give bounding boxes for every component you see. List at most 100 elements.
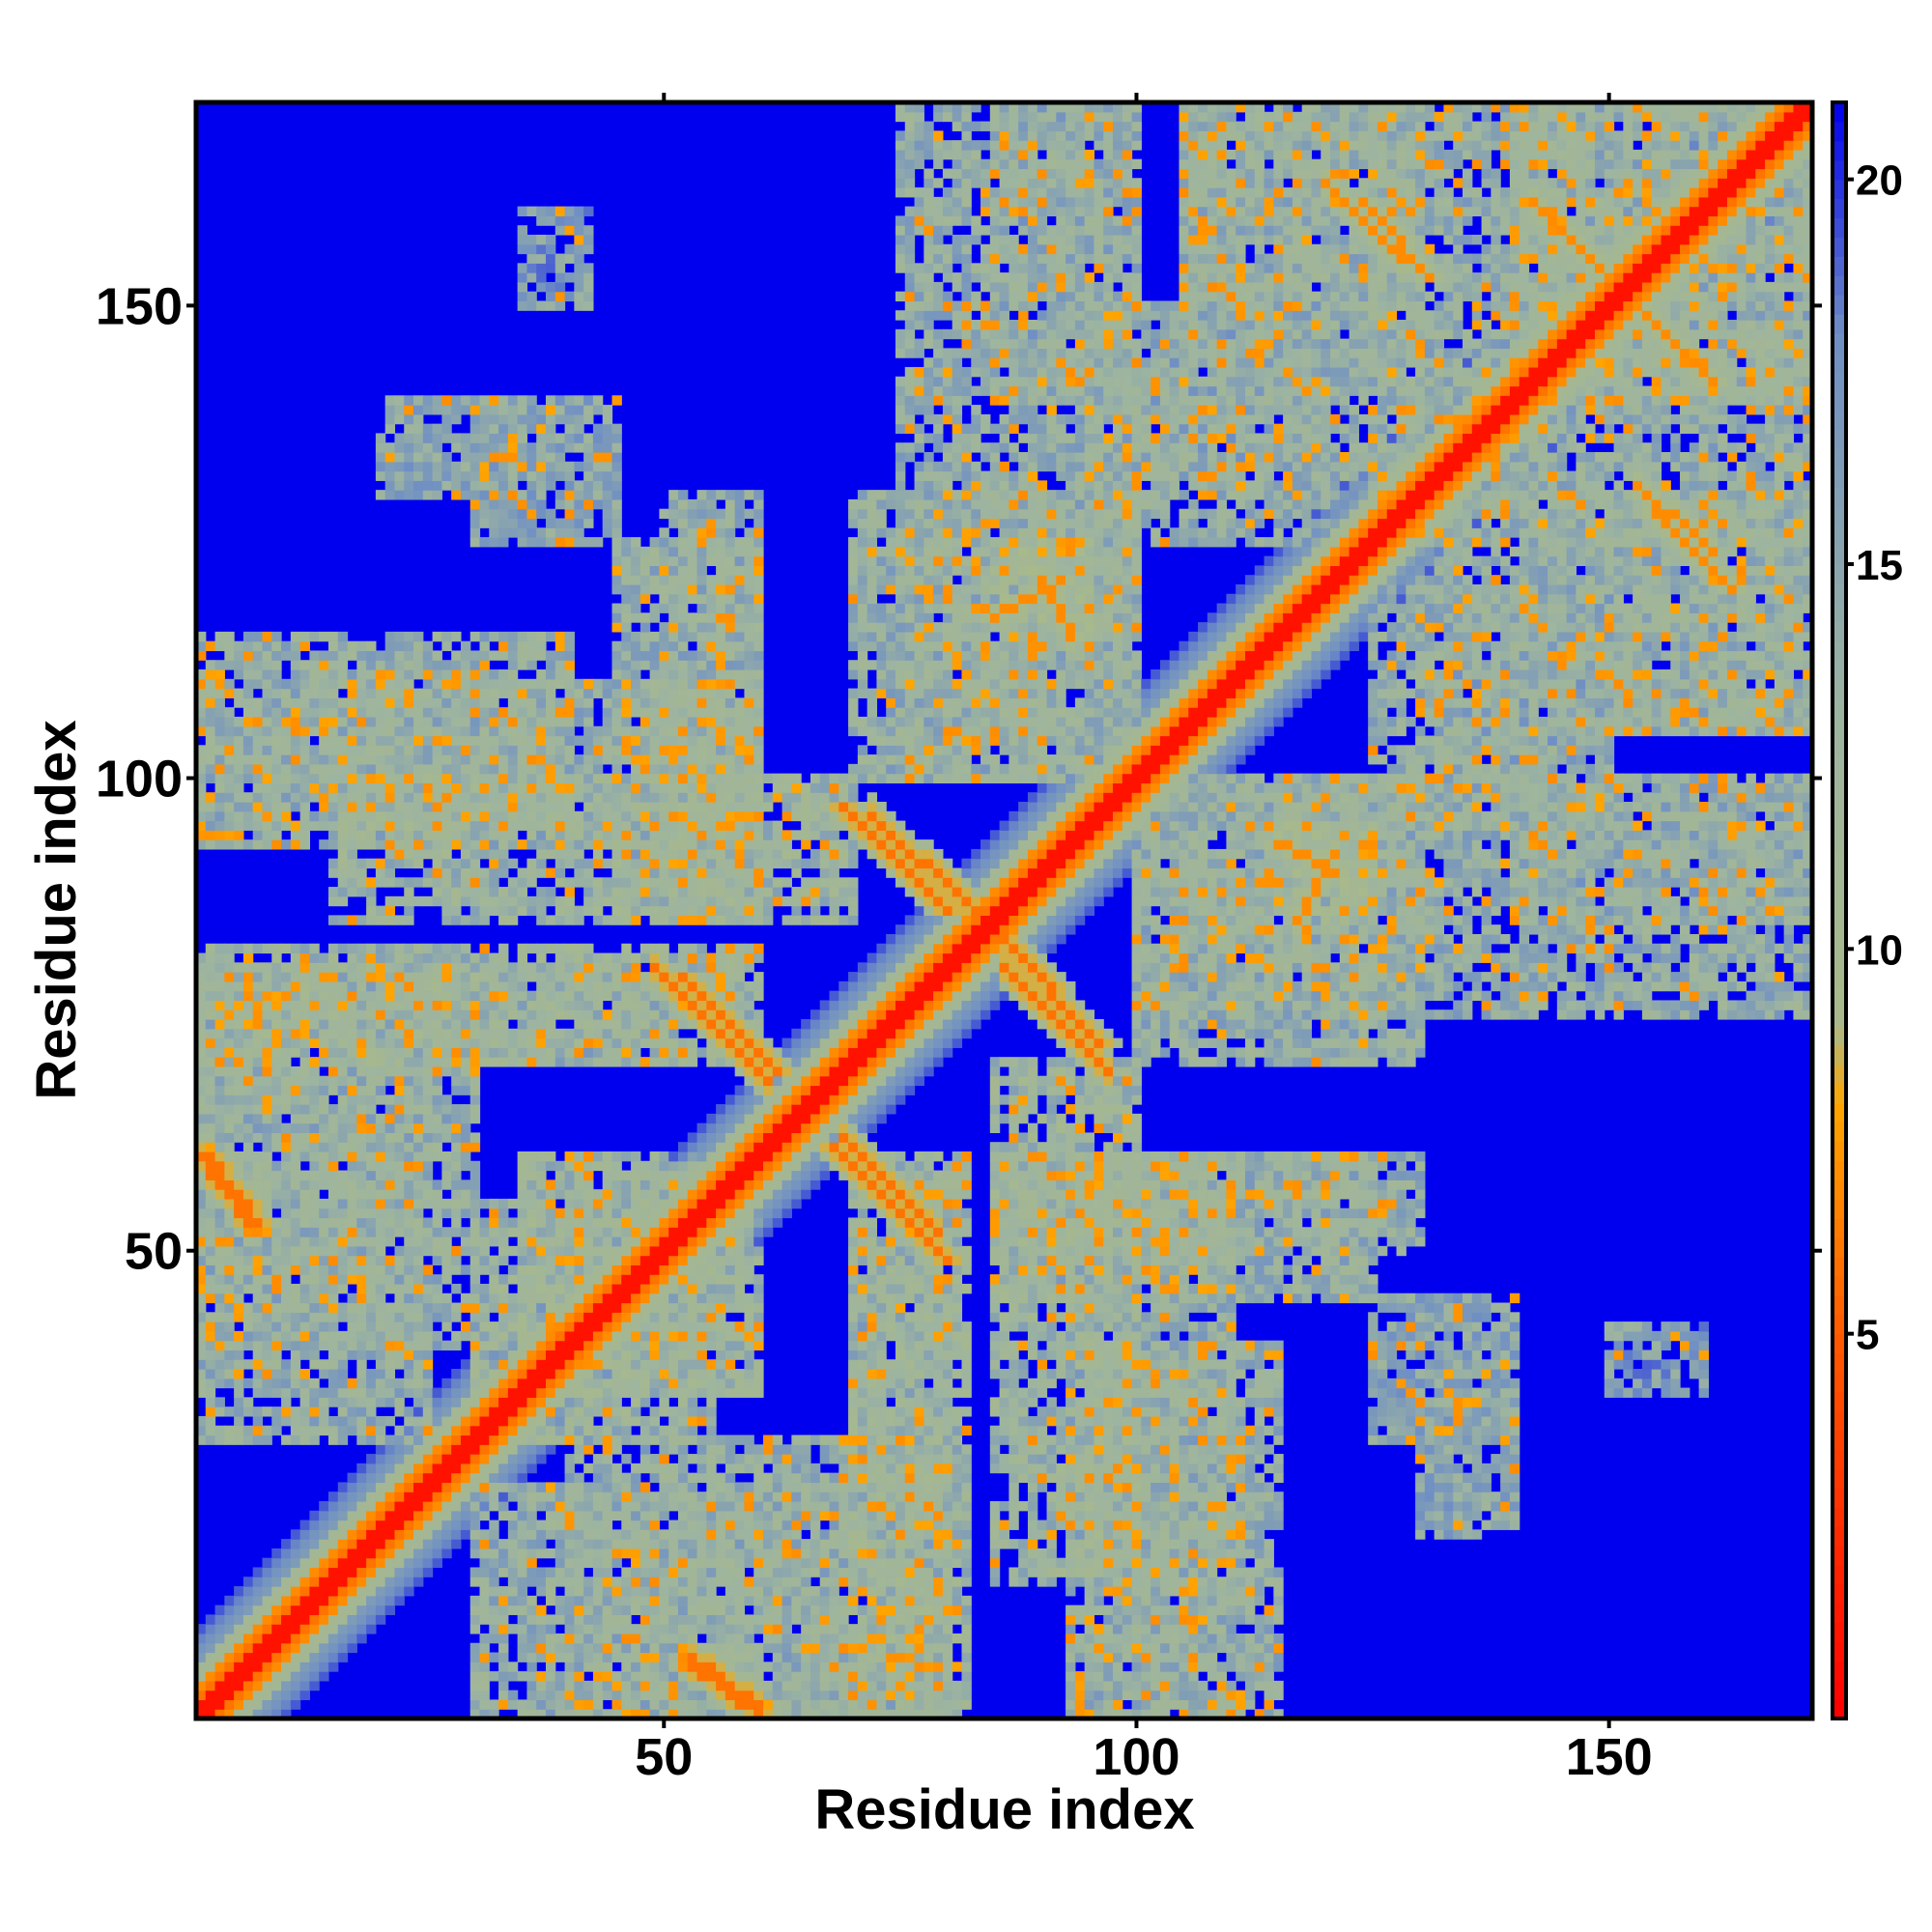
- heatmap-cell: [526, 1255, 537, 1265]
- heatmap-cell: [432, 1000, 442, 1010]
- heatmap-cell: [366, 707, 377, 718]
- heatmap-cell: [574, 253, 584, 264]
- heatmap-cell: [394, 1170, 405, 1180]
- heatmap-cell: [347, 1028, 357, 1039]
- heatmap-cell: [224, 782, 235, 793]
- heatmap-cell: [347, 1567, 357, 1577]
- heatmap-cell: [384, 1255, 396, 1265]
- heatmap-cell: [384, 1208, 396, 1219]
- heatmap-cell: [281, 725, 292, 737]
- heatmap-cell: [545, 1198, 556, 1209]
- heatmap-cell: [234, 980, 244, 992]
- heatmap-cell: [281, 1539, 292, 1549]
- heatmap-cell: [309, 1586, 320, 1597]
- heatmap-cell: [205, 1662, 216, 1672]
- heatmap-cell: [234, 830, 244, 840]
- heatmap-cell: [224, 801, 235, 812]
- heatmap-cell: [602, 1350, 613, 1360]
- heatmap-cell: [366, 1614, 377, 1625]
- heatmap-cell: [592, 839, 604, 850]
- heatmap-cell: [356, 887, 367, 897]
- heatmap-cell: [271, 1160, 282, 1172]
- heatmap-cell: [574, 1359, 584, 1370]
- heatmap-cell: [394, 1406, 405, 1417]
- heatmap-cell: [234, 1699, 244, 1710]
- heatmap-cell: [224, 1208, 235, 1219]
- heatmap-cell: [384, 1198, 396, 1209]
- heatmap-cell: [574, 1264, 584, 1275]
- heatmap-cell: [309, 820, 320, 831]
- heatmap-cell: [319, 1614, 329, 1625]
- heatmap-cell: [290, 1037, 301, 1048]
- heatmap-cell: [592, 1577, 604, 1587]
- heatmap-cell: [337, 1000, 349, 1010]
- heatmap-cell: [196, 1236, 207, 1247]
- heatmap-cell: [602, 1642, 613, 1654]
- heatmap-cell: [554, 1302, 566, 1313]
- heatmap-cell: [413, 1520, 424, 1530]
- heatmap-cell: [337, 1577, 349, 1587]
- heatmap-cell: [281, 1227, 292, 1237]
- heatmap-cell: [366, 1085, 377, 1095]
- heatmap-cell: [299, 952, 310, 963]
- heatmap-cell: [413, 480, 424, 491]
- heatmap-cell: [479, 1482, 490, 1492]
- heatmap-cell: [631, 1057, 641, 1067]
- heatmap-cell: [366, 839, 377, 850]
- heatmap-cell: [337, 1614, 349, 1625]
- heatmap-cell: [422, 1085, 434, 1095]
- heatmap-cell: [611, 442, 622, 453]
- heatmap-cell: [205, 1435, 216, 1445]
- heatmap-cell: [479, 678, 490, 690]
- heatmap-cell: [205, 1709, 216, 1719]
- heatmap-cell: [554, 650, 566, 661]
- heatmap-cell: [451, 1529, 462, 1540]
- heatmap-cell: [545, 1699, 556, 1710]
- heatmap-cell: [631, 895, 641, 907]
- heatmap-cell: [564, 518, 575, 528]
- heatmap-cell: [404, 1321, 414, 1332]
- heatmap-cell: [659, 1321, 669, 1332]
- heatmap-cell: [460, 660, 471, 670]
- heatmap-cell: [441, 1151, 452, 1162]
- heatmap-cell: [659, 1454, 669, 1464]
- heatmap-cell: [583, 867, 594, 878]
- heatmap-cell: [489, 1236, 499, 1247]
- heatmap-cell: [394, 1047, 405, 1058]
- heatmap-cell: [290, 1293, 301, 1304]
- heatmap-cell: [583, 263, 594, 273]
- heatmap-cell: [347, 877, 357, 888]
- heatmap-cell: [205, 1142, 216, 1152]
- heatmap-cell: [394, 1132, 405, 1143]
- heatmap-cell: [356, 1047, 367, 1058]
- heatmap-cell: [554, 725, 566, 737]
- heatmap-cell: [602, 1500, 613, 1512]
- heatmap-cell: [451, 830, 462, 840]
- heatmap-cell: [631, 725, 641, 737]
- heatmap-cell: [639, 1350, 651, 1360]
- heatmap-cell: [384, 745, 396, 755]
- heatmap-cell: [574, 1642, 584, 1654]
- heatmap-cell: [290, 1557, 301, 1569]
- heatmap-cell: [299, 1019, 310, 1030]
- heatmap-cell: [319, 839, 329, 850]
- heatmap-cell: [649, 1019, 660, 1030]
- heatmap-cell: [384, 1500, 396, 1512]
- heatmap-cell: [536, 962, 547, 973]
- heatmap-cell: [262, 716, 272, 727]
- heatmap-cell: [611, 895, 622, 907]
- heatmap-cell: [394, 1350, 405, 1360]
- heatmap-cell: [564, 423, 575, 435]
- heatmap-cell: [611, 707, 622, 718]
- heatmap-cell: [384, 1160, 396, 1172]
- heatmap-cell: [451, 1009, 462, 1020]
- heatmap-cell: [611, 395, 622, 406]
- heatmap-cell: [489, 1415, 499, 1427]
- heatmap-cell: [290, 1321, 301, 1332]
- heatmap-cell: [469, 895, 481, 907]
- heatmap-cell: [621, 1019, 632, 1030]
- heatmap-cell: [347, 1500, 357, 1512]
- heatmap-cell: [205, 820, 216, 831]
- heatmap-cell: [271, 1369, 282, 1379]
- heatmap-cell: [460, 1065, 471, 1077]
